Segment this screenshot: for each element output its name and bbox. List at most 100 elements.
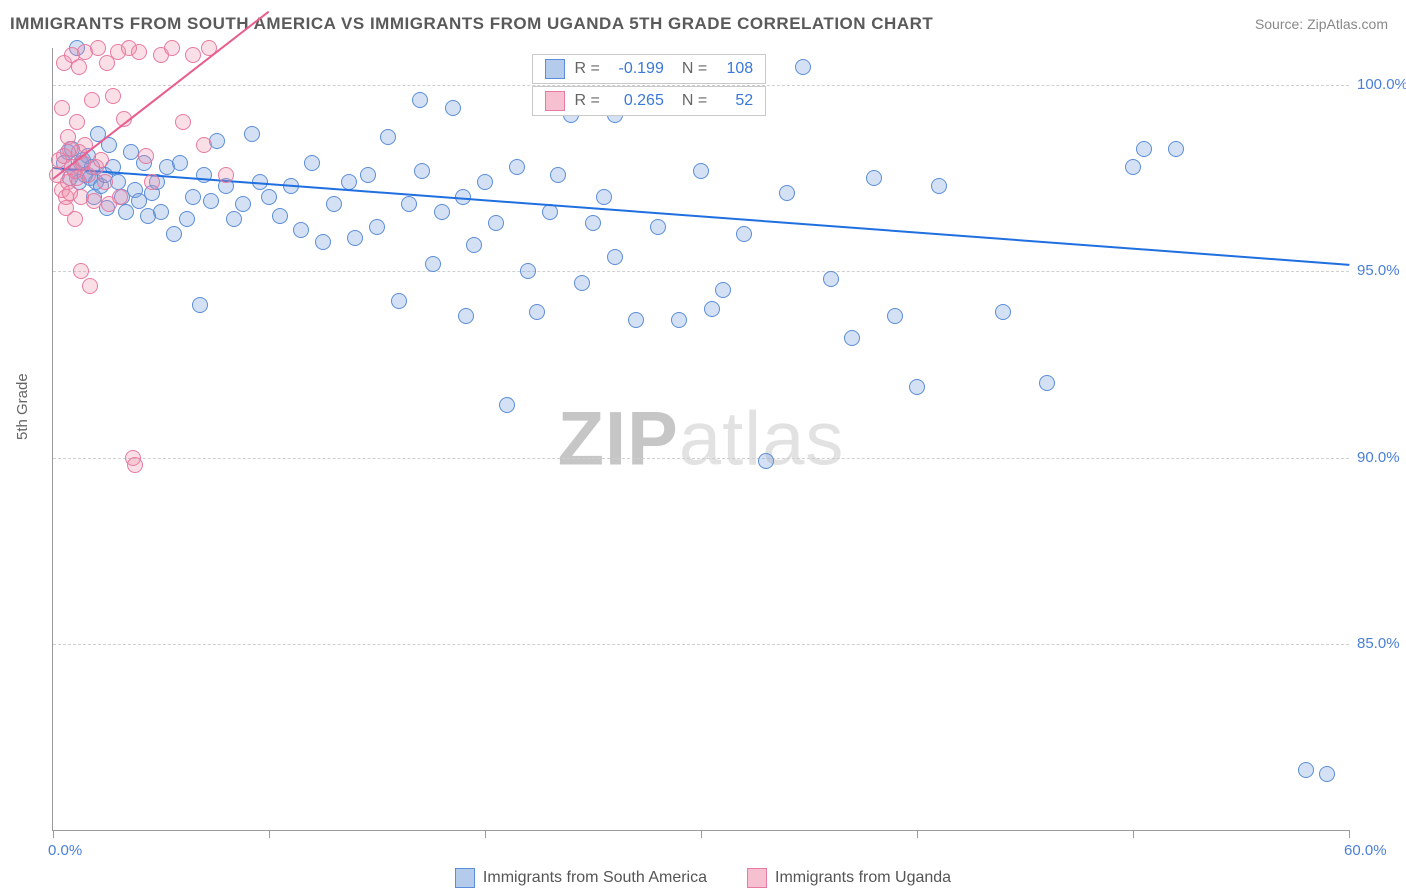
scatter-point bbox=[499, 397, 515, 413]
scatter-point bbox=[866, 170, 882, 186]
x-tick bbox=[917, 830, 918, 838]
x-tick bbox=[485, 830, 486, 838]
scatter-point bbox=[779, 185, 795, 201]
scatter-point bbox=[315, 234, 331, 250]
scatter-point bbox=[203, 193, 219, 209]
scatter-point bbox=[144, 174, 160, 190]
scatter-point bbox=[736, 226, 752, 242]
x-tick bbox=[53, 830, 54, 838]
legend-label: Immigrants from Uganda bbox=[775, 869, 951, 887]
y-tick-label: 100.0% bbox=[1357, 76, 1406, 93]
stats-box: R =-0.199N =108 bbox=[532, 54, 767, 84]
scatter-point bbox=[466, 237, 482, 253]
chart-source: Source: ZipAtlas.com bbox=[1255, 16, 1388, 32]
scatter-point bbox=[166, 226, 182, 242]
scatter-point bbox=[90, 40, 106, 56]
scatter-point bbox=[185, 189, 201, 205]
scatter-point bbox=[82, 278, 98, 294]
watermark-bold: ZIP bbox=[558, 397, 679, 482]
grid-line bbox=[53, 271, 1349, 272]
scatter-point bbox=[844, 330, 860, 346]
scatter-point bbox=[391, 293, 407, 309]
y-tick-label: 95.0% bbox=[1357, 262, 1406, 279]
scatter-point bbox=[153, 204, 169, 220]
scatter-point bbox=[628, 312, 644, 328]
scatter-point bbox=[272, 208, 288, 224]
scatter-point bbox=[434, 204, 450, 220]
scatter-point bbox=[1298, 762, 1314, 778]
scatter-point bbox=[84, 92, 100, 108]
stats-r-label: R = bbox=[575, 92, 600, 110]
scatter-point bbox=[179, 211, 195, 227]
scatter-point bbox=[488, 215, 504, 231]
trend-line bbox=[53, 167, 1349, 266]
scatter-point bbox=[795, 59, 811, 75]
stats-swatch bbox=[545, 91, 565, 111]
legend-swatch-pink bbox=[747, 868, 767, 888]
scatter-point bbox=[380, 129, 396, 145]
scatter-point bbox=[97, 174, 113, 190]
y-axis-title: 5th Grade bbox=[14, 373, 31, 440]
scatter-point bbox=[758, 453, 774, 469]
scatter-point bbox=[445, 100, 461, 116]
chart-plot-area: ZIPatlas 85.0%90.0%95.0%100.0% bbox=[52, 48, 1349, 831]
scatter-point bbox=[105, 88, 121, 104]
scatter-point bbox=[118, 204, 134, 220]
scatter-point bbox=[529, 304, 545, 320]
scatter-point bbox=[196, 137, 212, 153]
scatter-point bbox=[412, 92, 428, 108]
scatter-point bbox=[131, 44, 147, 60]
scatter-point bbox=[458, 308, 474, 324]
stats-n-value: 108 bbox=[717, 60, 753, 78]
stats-n-label: N = bbox=[682, 60, 707, 78]
x-tick bbox=[1133, 830, 1134, 838]
scatter-point bbox=[585, 215, 601, 231]
legend-bottom: Immigrants from South America Immigrants… bbox=[0, 868, 1406, 888]
watermark: ZIPatlas bbox=[558, 396, 845, 483]
scatter-point bbox=[235, 196, 251, 212]
y-tick-label: 85.0% bbox=[1357, 635, 1406, 652]
x-tick bbox=[1349, 830, 1350, 838]
scatter-point bbox=[369, 219, 385, 235]
stats-box: R =0.265N =52 bbox=[532, 86, 767, 116]
scatter-point bbox=[304, 155, 320, 171]
x-tick bbox=[269, 830, 270, 838]
scatter-point bbox=[164, 40, 180, 56]
scatter-point bbox=[185, 47, 201, 63]
scatter-point bbox=[69, 114, 85, 130]
scatter-point bbox=[607, 249, 623, 265]
scatter-point bbox=[360, 167, 376, 183]
scatter-point bbox=[86, 193, 102, 209]
scatter-point bbox=[192, 297, 208, 313]
scatter-point bbox=[341, 174, 357, 190]
scatter-point bbox=[704, 301, 720, 317]
scatter-point bbox=[73, 263, 89, 279]
scatter-point bbox=[671, 312, 687, 328]
scatter-point bbox=[693, 163, 709, 179]
scatter-point bbox=[218, 167, 234, 183]
scatter-point bbox=[596, 189, 612, 205]
stats-n-label: N = bbox=[682, 92, 707, 110]
y-tick-label: 90.0% bbox=[1357, 449, 1406, 466]
scatter-point bbox=[520, 263, 536, 279]
scatter-point bbox=[172, 155, 188, 171]
stats-r-value: -0.199 bbox=[610, 60, 664, 78]
chart-title: IMMIGRANTS FROM SOUTH AMERICA VS IMMIGRA… bbox=[10, 14, 933, 34]
scatter-point bbox=[71, 59, 87, 75]
x-tick-label: 60.0% bbox=[1344, 842, 1387, 859]
scatter-point bbox=[347, 230, 363, 246]
scatter-point bbox=[715, 282, 731, 298]
scatter-point bbox=[477, 174, 493, 190]
legend-label: Immigrants from South America bbox=[483, 869, 707, 887]
scatter-point bbox=[67, 211, 83, 227]
grid-line bbox=[53, 644, 1349, 645]
scatter-point bbox=[1039, 375, 1055, 391]
scatter-point bbox=[112, 189, 128, 205]
legend-item-south-america: Immigrants from South America bbox=[455, 868, 707, 888]
scatter-point bbox=[650, 219, 666, 235]
scatter-point bbox=[509, 159, 525, 175]
watermark-light: atlas bbox=[679, 397, 845, 482]
stats-r-value: 0.265 bbox=[610, 92, 664, 110]
scatter-point bbox=[326, 196, 342, 212]
scatter-point bbox=[887, 308, 903, 324]
